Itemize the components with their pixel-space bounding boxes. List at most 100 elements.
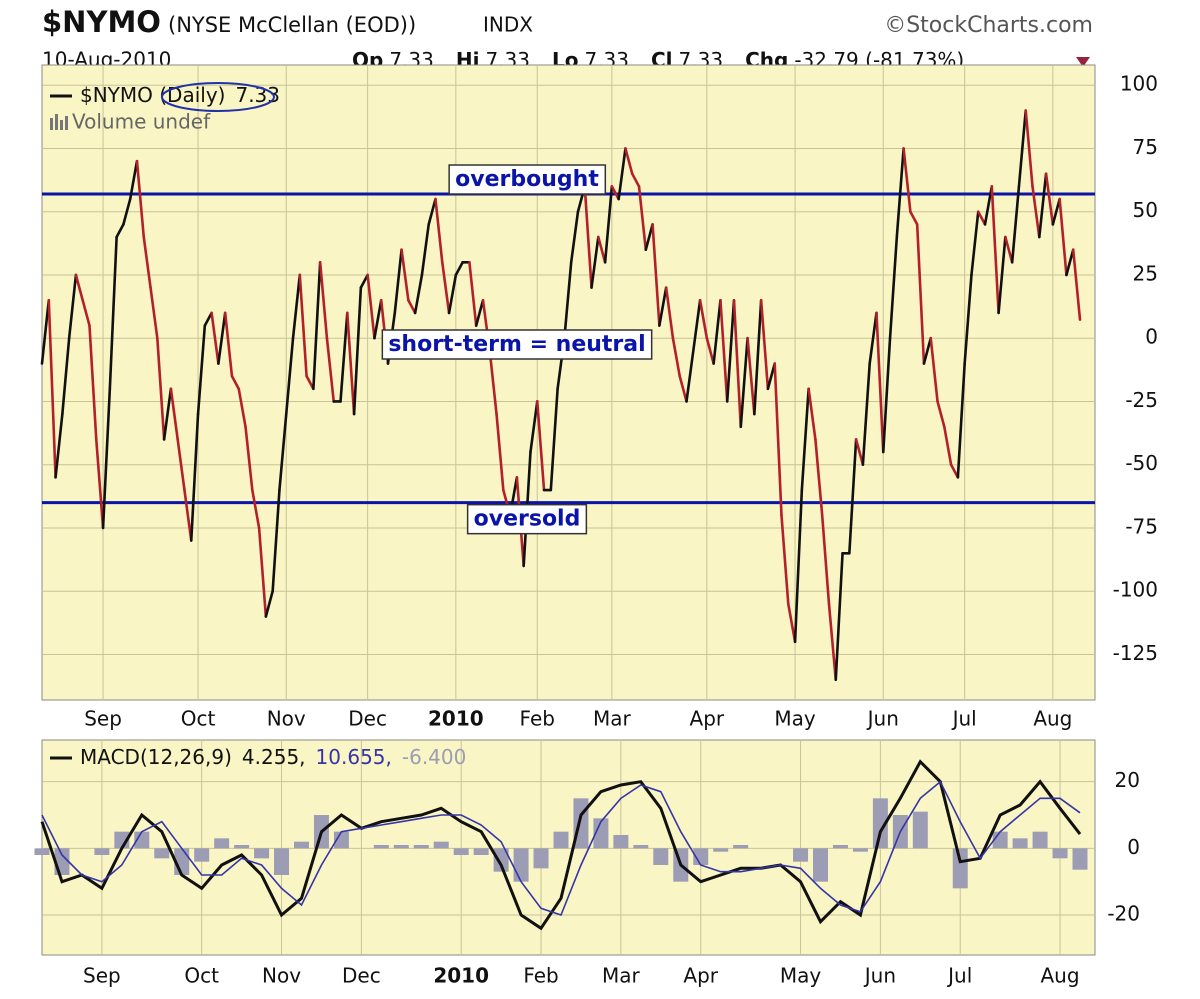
macd-line — [40, 759, 1082, 931]
y-tick-label: 100 — [1120, 72, 1158, 96]
line-segment — [678, 374, 688, 403]
x-tick-label: Nov — [262, 964, 301, 988]
line-segment — [488, 349, 498, 416]
line-segment — [956, 362, 966, 479]
histogram-bar — [832, 845, 848, 849]
y-tick-label: 75 — [1133, 135, 1158, 159]
x-tick-label: Oct — [181, 707, 216, 731]
threshold-label: overbought — [448, 164, 607, 195]
line-segment — [1044, 172, 1055, 226]
line-segment — [427, 197, 437, 226]
histogram-bar — [1072, 848, 1088, 870]
threshold-label: oversold — [466, 503, 588, 535]
line-segment — [447, 273, 458, 315]
histogram-bar — [1052, 848, 1068, 859]
line-segment — [976, 210, 987, 226]
line-segment — [705, 336, 715, 365]
line-segment — [40, 298, 51, 365]
histogram-bar — [613, 835, 629, 849]
line-segment — [848, 438, 858, 555]
line-segment — [766, 362, 777, 391]
source: ©StockCharts.com — [884, 13, 1093, 38]
line-segment — [135, 159, 146, 239]
line-segment — [895, 147, 905, 239]
histogram-bar — [473, 848, 489, 855]
y-tick-label: -100 — [1113, 578, 1158, 602]
line-segment — [1051, 197, 1061, 226]
x-tick-label: Oct — [184, 964, 219, 988]
x-tick-label: Aug — [1033, 707, 1072, 731]
line-segment — [468, 261, 478, 327]
line-segment — [983, 185, 994, 226]
top-layer: 100 75 50 25 0 -25 -50 -75 -100 -125 Sep Oct Nov Dec 2… — [40, 65, 1158, 731]
line-segment — [122, 197, 132, 226]
histogram-bar — [214, 838, 230, 849]
macd-legend-value: -6.400 — [402, 745, 466, 769]
line-segment — [630, 172, 641, 188]
x-tick-label: Dec — [348, 707, 387, 731]
x-tick-label: Mar — [602, 964, 641, 988]
line-segment — [529, 400, 539, 454]
macd-legend-value: 10.655, — [316, 745, 392, 769]
y-tick-label: 50 — [1133, 198, 1158, 222]
line-segment — [725, 298, 736, 403]
line-segment — [1037, 172, 1048, 239]
line-segment — [1031, 185, 1041, 239]
histogram-bar — [493, 848, 509, 872]
line-segment — [67, 273, 78, 340]
line-segment — [922, 336, 933, 365]
highlight-ellipse — [161, 82, 275, 112]
line-segment — [413, 273, 424, 315]
line-segment — [47, 298, 57, 479]
line-segment — [196, 324, 207, 416]
line-segment — [237, 387, 247, 429]
histogram-bar — [453, 848, 469, 855]
macd-layer: 20 0 -20 Sep Oct Nov Dec 2010 Feb Mar Apr May Jun Jul… — [34, 740, 1140, 988]
line-segment — [970, 210, 980, 277]
line-segment — [223, 311, 234, 378]
histogram-bar — [633, 845, 649, 849]
line-segment — [169, 387, 179, 441]
line-segment — [603, 185, 614, 264]
line-segment — [888, 235, 899, 340]
line-segment — [712, 298, 722, 365]
line-segment — [1071, 248, 1082, 321]
line-segment — [278, 412, 288, 492]
histogram-bar — [793, 848, 809, 862]
x-tick-label: Apr — [690, 707, 725, 731]
histogram-bar — [533, 848, 549, 869]
annotation: short-term = neutral — [381, 329, 653, 360]
line-segment — [359, 273, 369, 289]
line-segment — [94, 438, 105, 530]
line-segment — [101, 387, 112, 530]
line-segment — [1065, 248, 1075, 277]
line-segment — [162, 387, 173, 441]
line-segment — [807, 387, 817, 441]
line-segment — [814, 438, 824, 517]
x-tick-label: May — [774, 707, 816, 731]
line-segment — [244, 425, 254, 492]
histogram-bar — [393, 845, 409, 849]
line-segment — [834, 551, 844, 682]
macd-legend-value: 4.255, — [242, 745, 306, 769]
histogram-bar — [693, 848, 709, 865]
x-tick-label: Mar — [593, 707, 632, 731]
line-segment — [176, 438, 186, 492]
line-segment — [420, 223, 431, 277]
line-segment — [339, 311, 349, 403]
histogram-bar — [433, 841, 449, 849]
line-segment — [257, 526, 268, 618]
line-segment — [915, 223, 926, 365]
line-segment — [583, 185, 593, 289]
line-segment — [251, 488, 261, 530]
line-segment — [875, 311, 885, 454]
line-segment — [149, 286, 159, 340]
line-segment — [203, 311, 213, 327]
line-segment — [549, 387, 559, 492]
x-tick-label: Feb — [523, 964, 558, 988]
line-segment — [793, 488, 804, 644]
x-tick-label: Aug — [1041, 964, 1080, 988]
line-segment — [1004, 235, 1014, 264]
x-tick-label: Jun — [863, 964, 896, 988]
line-segment — [1024, 109, 1034, 188]
